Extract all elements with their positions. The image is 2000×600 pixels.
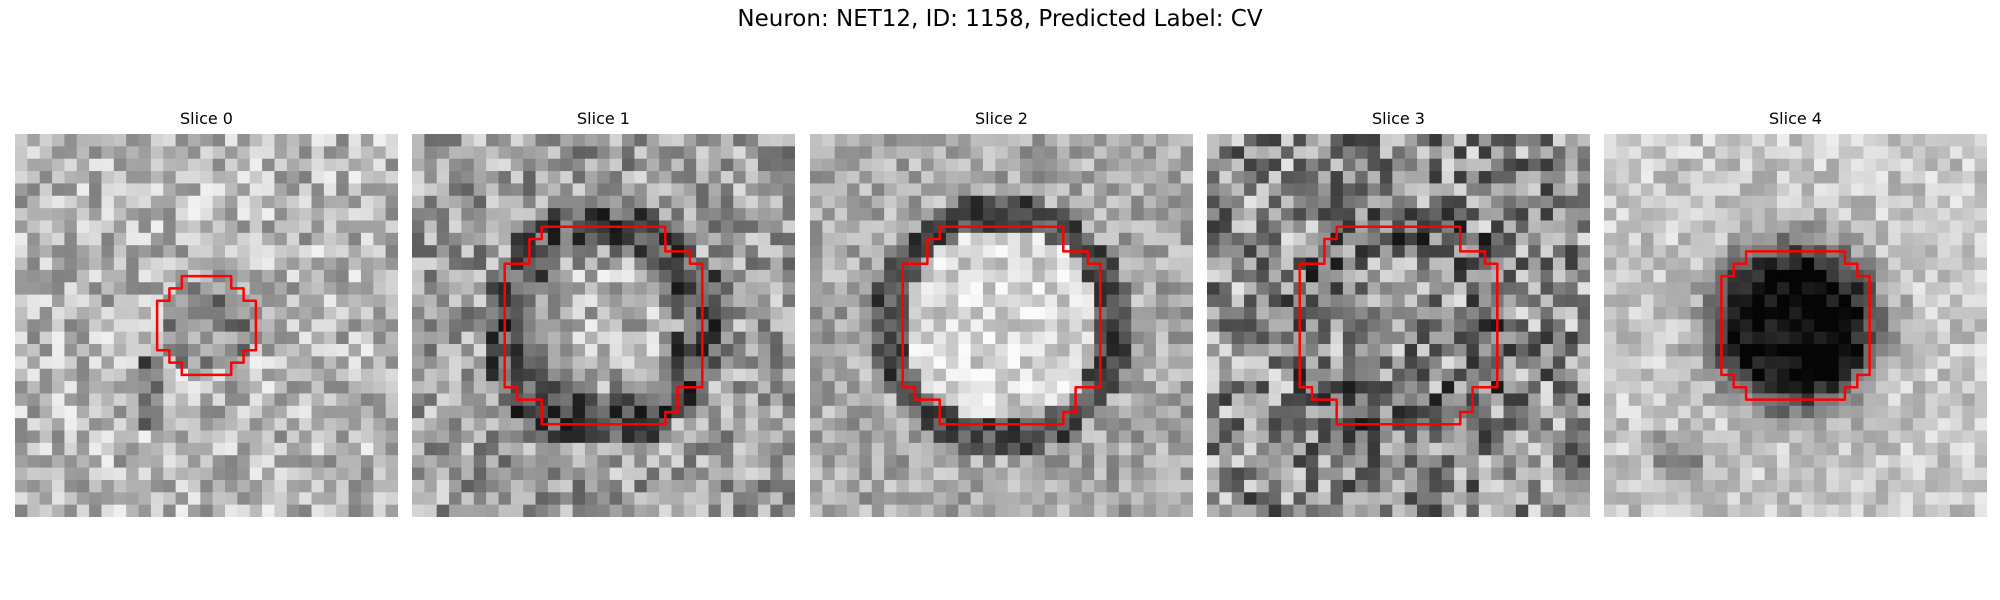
slice-image bbox=[1207, 134, 1590, 517]
slice-panel: Slice 0 bbox=[15, 108, 398, 517]
slice-image bbox=[15, 134, 398, 517]
figure-title: Neuron: NET12, ID: 1158, Predicted Label… bbox=[737, 6, 1263, 32]
slice-title: Slice 1 bbox=[577, 109, 630, 128]
slice-panel: Slice 1 bbox=[412, 108, 795, 517]
slice-image bbox=[412, 134, 795, 517]
roi-contour bbox=[503, 225, 704, 426]
slice-panel: Slice 3 bbox=[1207, 108, 1590, 517]
roi-contour bbox=[1298, 225, 1499, 426]
roi-contour bbox=[901, 225, 1102, 426]
slice-title: Slice 2 bbox=[975, 109, 1028, 128]
slice-panel: Slice 2 bbox=[810, 108, 1193, 517]
slice-title: Slice 0 bbox=[180, 109, 233, 128]
slice-panel: Slice 4 bbox=[1604, 108, 1987, 517]
slice-title: Slice 4 bbox=[1769, 109, 1822, 128]
roi-contour bbox=[1720, 250, 1871, 401]
slice-image bbox=[810, 134, 1193, 517]
slice-title: Slice 3 bbox=[1372, 109, 1425, 128]
roi-contour bbox=[155, 274, 258, 377]
slice-image bbox=[1604, 134, 1987, 517]
